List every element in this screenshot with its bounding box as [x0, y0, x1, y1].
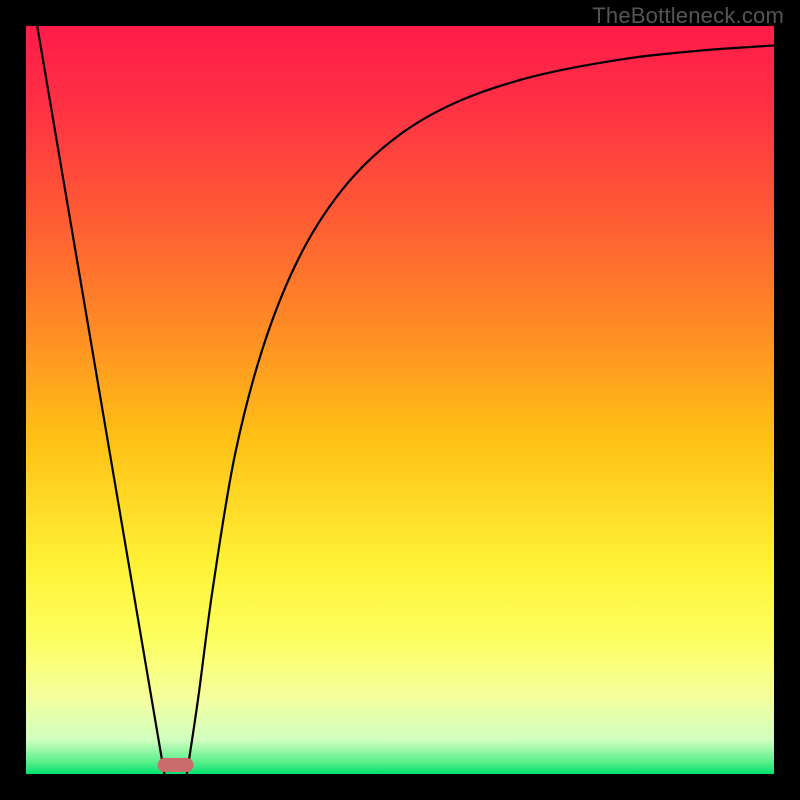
- watermark-text: TheBottleneck.com: [592, 3, 784, 29]
- optimal-marker: [158, 758, 194, 772]
- plot-background: [26, 26, 774, 774]
- chart-frame: TheBottleneck.com: [0, 0, 800, 800]
- bottleneck-chart: [0, 0, 800, 800]
